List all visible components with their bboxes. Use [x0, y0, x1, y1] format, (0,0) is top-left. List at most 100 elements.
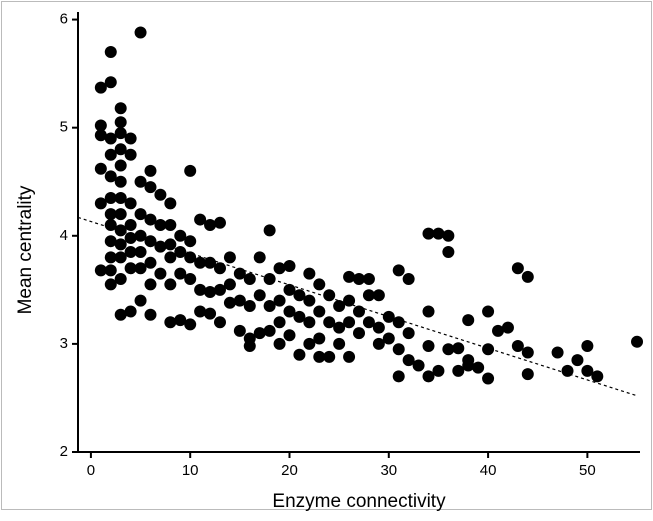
- point: [362, 273, 375, 286]
- point: [114, 208, 127, 221]
- point: [184, 164, 197, 177]
- point: [392, 316, 405, 329]
- point: [233, 324, 246, 337]
- point: [154, 267, 167, 280]
- point: [104, 251, 117, 264]
- point: [343, 350, 356, 363]
- point: [283, 329, 296, 342]
- point: [104, 278, 117, 291]
- point: [372, 289, 385, 302]
- point: [323, 350, 336, 363]
- point: [343, 316, 356, 329]
- point: [164, 218, 177, 231]
- x-tick-label: 30: [380, 462, 397, 479]
- point: [323, 316, 336, 329]
- point: [223, 296, 236, 309]
- y-tick-label: 6: [60, 11, 68, 28]
- point: [571, 354, 584, 367]
- point: [422, 305, 435, 318]
- point: [114, 308, 127, 321]
- point: [402, 327, 415, 340]
- point: [402, 273, 415, 286]
- point: [521, 270, 534, 283]
- y-tick-label: 2: [60, 443, 68, 460]
- point: [124, 197, 137, 210]
- point: [293, 289, 306, 302]
- point: [631, 335, 644, 348]
- point: [243, 300, 256, 313]
- point: [521, 368, 534, 381]
- point: [511, 340, 524, 353]
- point: [154, 240, 167, 253]
- point: [263, 300, 276, 313]
- point: [323, 289, 336, 302]
- point: [333, 337, 346, 350]
- point: [432, 364, 445, 377]
- point: [114, 159, 127, 172]
- point: [184, 318, 197, 331]
- point: [263, 273, 276, 286]
- point: [273, 262, 286, 275]
- point: [422, 370, 435, 383]
- point: [94, 197, 107, 210]
- point: [104, 218, 117, 231]
- point: [174, 246, 187, 258]
- point: [194, 256, 207, 269]
- point: [184, 273, 197, 286]
- point: [581, 364, 594, 377]
- point: [333, 321, 346, 334]
- y-tick-label: 3: [60, 335, 68, 352]
- point: [303, 316, 316, 329]
- point: [313, 332, 326, 345]
- point: [114, 143, 127, 156]
- point: [382, 332, 395, 345]
- point: [462, 314, 475, 327]
- point: [392, 343, 405, 356]
- point: [174, 267, 187, 280]
- point: [144, 235, 157, 248]
- point: [353, 273, 365, 286]
- point: [104, 148, 117, 161]
- point: [343, 270, 356, 283]
- point: [134, 246, 147, 258]
- point: [462, 359, 475, 372]
- point: [114, 116, 127, 129]
- point: [94, 129, 107, 142]
- point: [204, 256, 217, 269]
- point: [273, 316, 286, 329]
- point: [362, 289, 375, 302]
- point: [243, 273, 256, 286]
- y-axis-title: Mean centrality: [15, 185, 36, 314]
- point: [283, 305, 296, 318]
- point: [293, 348, 306, 361]
- x-tick-label: 50: [579, 462, 596, 479]
- point: [134, 229, 147, 242]
- point: [561, 364, 574, 377]
- point: [372, 337, 385, 350]
- point: [94, 119, 107, 132]
- point: [124, 132, 137, 145]
- y-tick-label: 4: [60, 227, 68, 244]
- point: [114, 224, 127, 237]
- point: [333, 300, 346, 313]
- point: [581, 340, 594, 353]
- point: [521, 346, 534, 359]
- point: [114, 102, 127, 115]
- point: [104, 170, 117, 183]
- point: [223, 278, 236, 291]
- point: [114, 238, 127, 251]
- point: [293, 310, 306, 323]
- point: [452, 342, 465, 355]
- point: [353, 305, 365, 318]
- x-tick-label: 10: [182, 462, 199, 479]
- point: [392, 370, 405, 383]
- point: [104, 208, 117, 221]
- point: [124, 262, 137, 275]
- point: [501, 321, 514, 334]
- x-tick-label: 40: [480, 462, 497, 479]
- point: [104, 76, 117, 89]
- point: [194, 283, 207, 296]
- point: [313, 278, 326, 291]
- point: [174, 229, 187, 242]
- point: [551, 346, 564, 359]
